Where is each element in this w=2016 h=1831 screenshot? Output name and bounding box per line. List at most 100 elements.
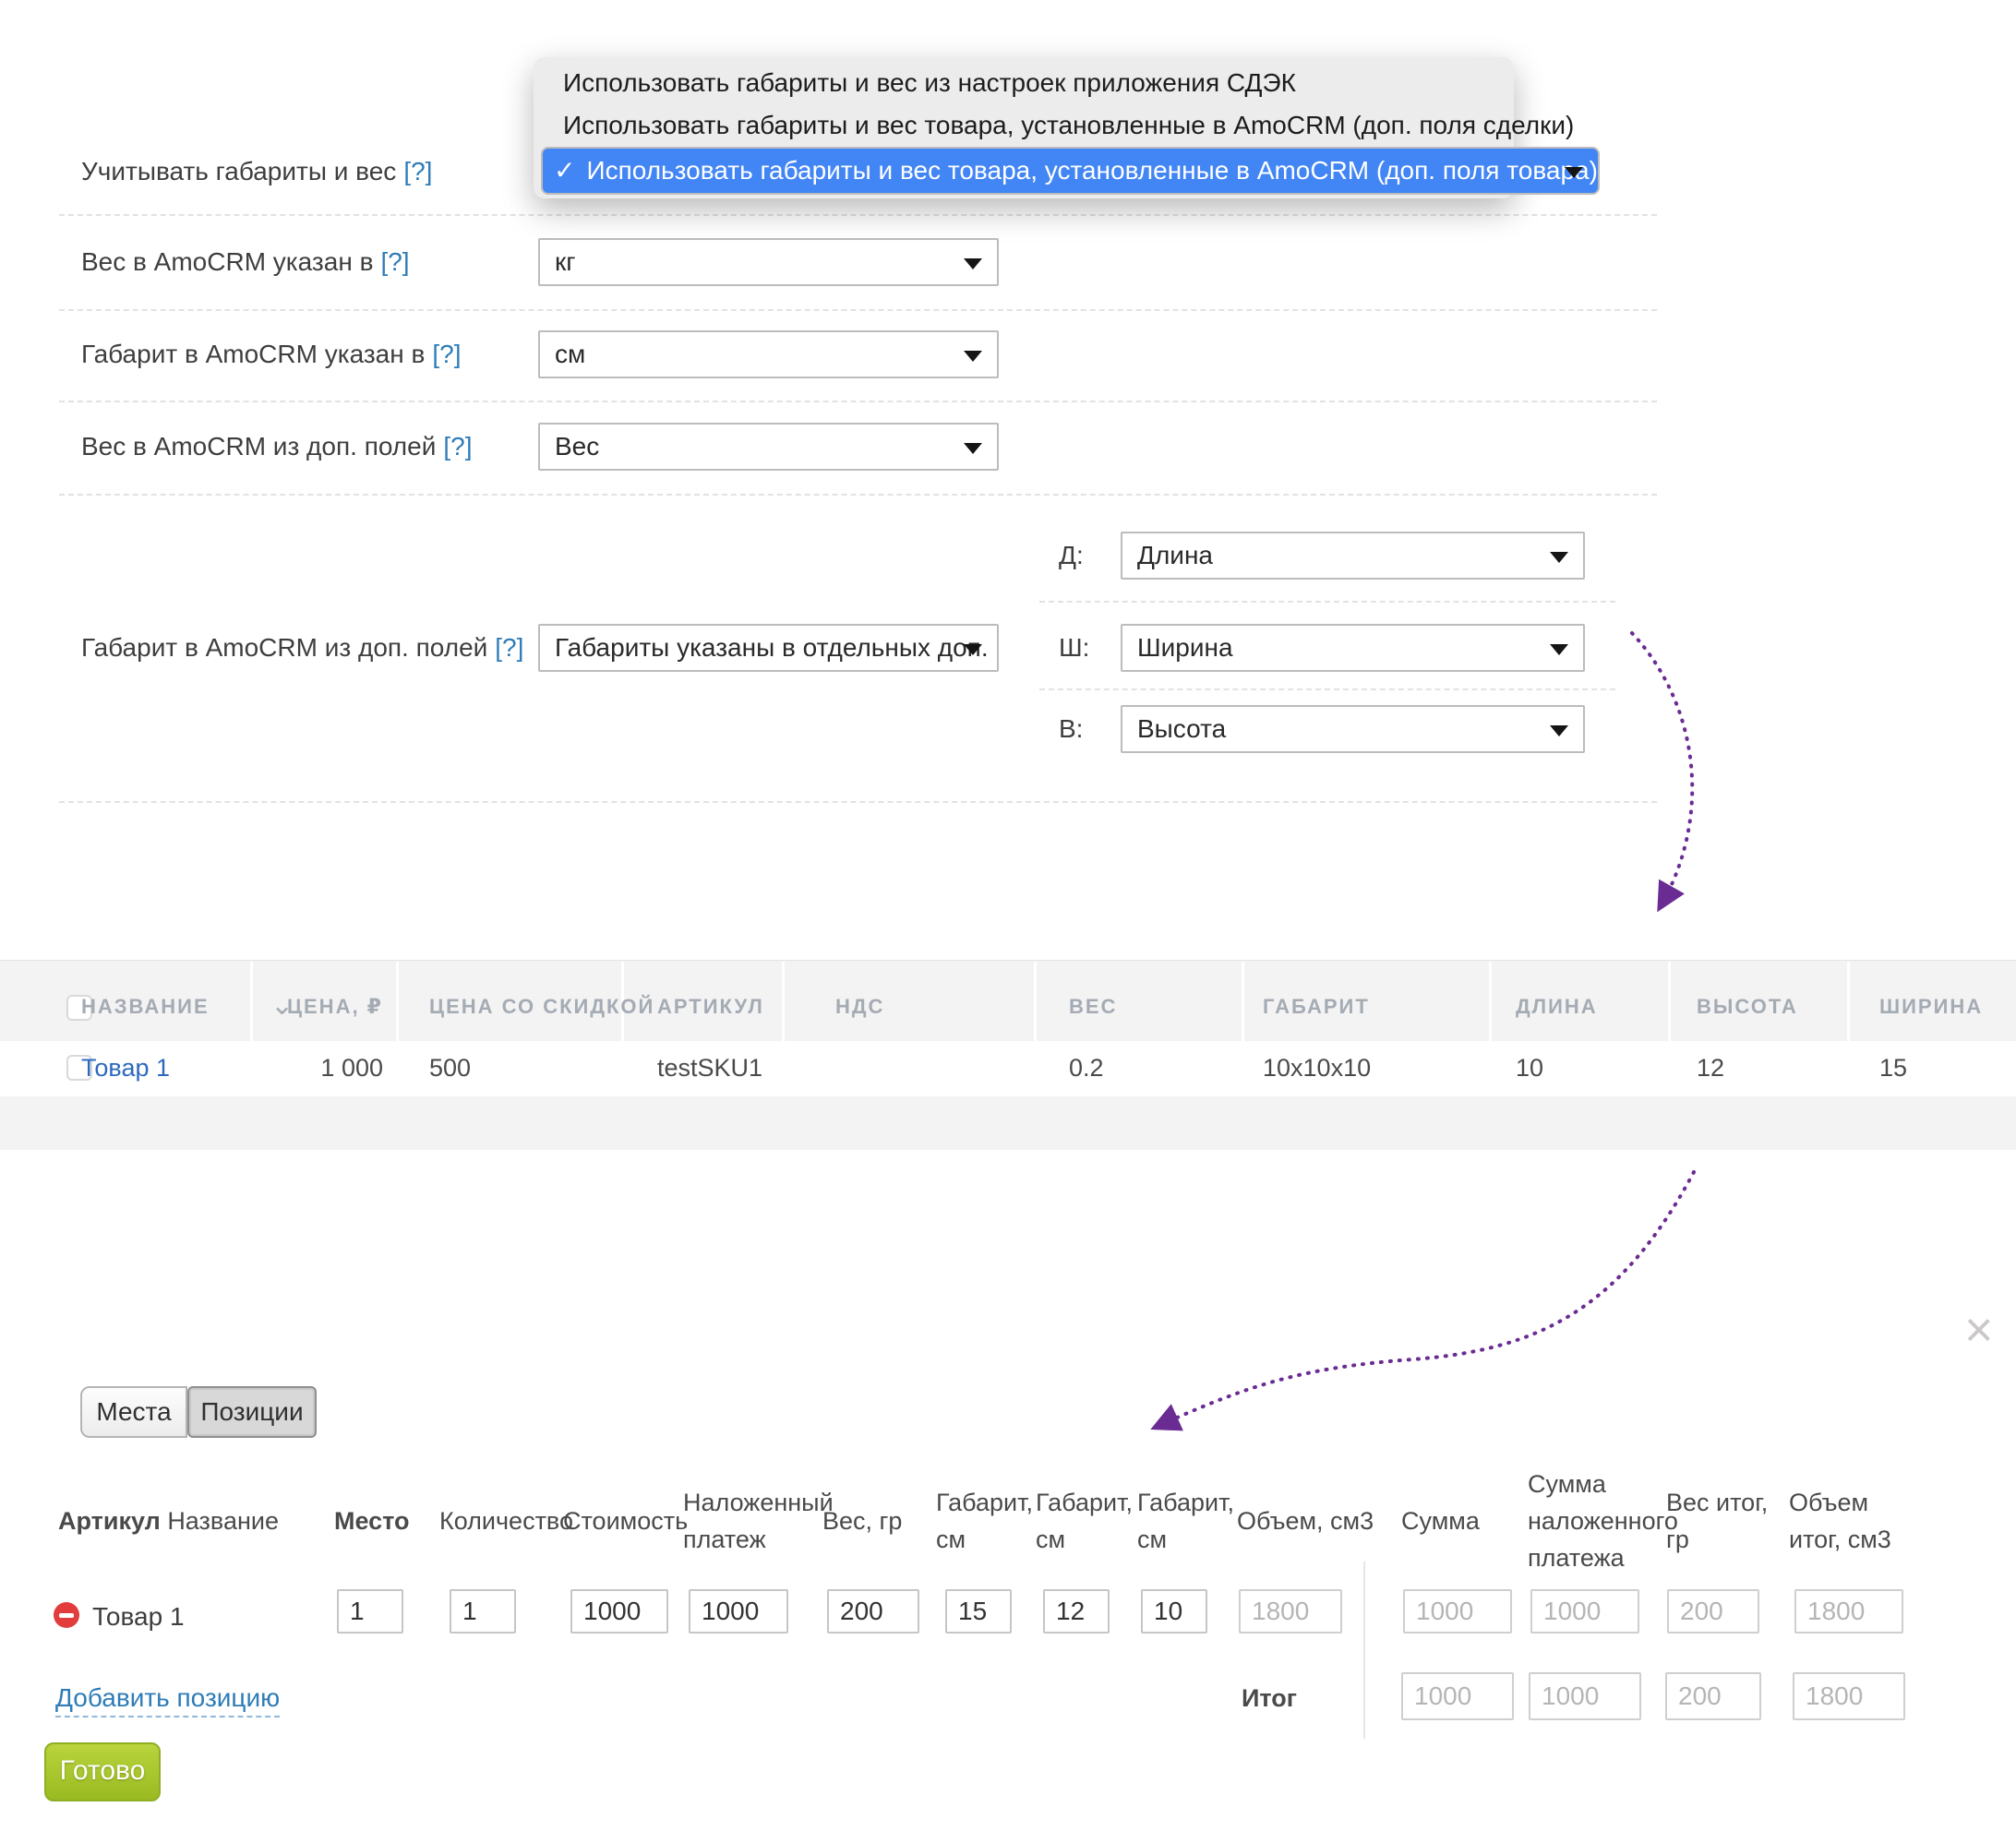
dimension-fields-select[interactable]: Габариты указаны в отдельных доп. полях	[538, 624, 999, 672]
remove-position-icon[interactable]	[54, 1602, 79, 1628]
bcol-volume: Объем, см3	[1237, 1507, 1374, 1535]
col-header-sku[interactable]: АРТИКУЛ	[657, 995, 764, 1018]
label-length-letter: Д:	[1059, 541, 1084, 569]
col-header-name[interactable]: НАЗВАНИЕ	[81, 995, 210, 1018]
sum-output	[1403, 1589, 1512, 1634]
column-divider	[1489, 962, 1492, 1041]
weight-unit-select[interactable]: кг	[538, 238, 999, 286]
cell-discount-price: 500	[429, 1054, 472, 1082]
done-button[interactable]: Готово	[44, 1742, 161, 1801]
total-sum-output	[1401, 1672, 1514, 1720]
bcol-cod: Наложенный платеж	[683, 1489, 834, 1553]
bcol-cod-sum: Сумма наложенного платежа	[1528, 1470, 1678, 1572]
bcol-cost: Стоимость	[563, 1507, 689, 1535]
separator	[1039, 688, 1615, 690]
product-name-link[interactable]: Товар 1	[81, 1054, 170, 1082]
help-link[interactable]: [?]	[495, 633, 524, 662]
label-height-letter: В:	[1059, 714, 1084, 743]
bcol-volume-total: Объем итог, см3	[1789, 1489, 1891, 1553]
help-link[interactable]: [?]	[403, 157, 433, 185]
tab-places[interactable]: Места	[80, 1386, 187, 1438]
cell-height: 12	[1697, 1054, 1725, 1082]
annotation-arrow-curved	[1150, 1170, 1696, 1431]
dim3-input[interactable]	[1141, 1589, 1207, 1634]
bcol-sum: Сумма	[1401, 1507, 1480, 1535]
menu-option-product-fields-selected[interactable]: ✓ Использовать габариты и вес товара, уст…	[541, 147, 1600, 195]
separator	[1039, 601, 1615, 603]
total-cod-sum-output	[1529, 1672, 1641, 1720]
cod-input[interactable]	[689, 1589, 788, 1634]
dim1-input[interactable]	[945, 1589, 1012, 1634]
menu-option-app-settings[interactable]: Использовать габариты и вес из настроек …	[563, 68, 1296, 97]
totals-divider	[1363, 1562, 1365, 1739]
help-link[interactable]: [?]	[443, 432, 473, 461]
width-field-select[interactable]: Ширина	[1121, 624, 1585, 672]
cell-length: 10	[1516, 1054, 1544, 1082]
weight-total-output	[1667, 1589, 1759, 1634]
total-label: Итог	[1242, 1684, 1298, 1712]
dim2-input[interactable]	[1043, 1589, 1110, 1634]
col-header-price[interactable]: ЦЕНА, ₽	[286, 995, 383, 1018]
menu-option-label: Использовать габариты и вес товара, уста…	[586, 156, 1598, 185]
annotation-arrow-down	[1630, 631, 1695, 913]
select-all-checkbox[interactable]	[66, 995, 92, 1021]
label-consider-dimensions: Учитывать габариты и вес [?]	[81, 157, 433, 185]
column-divider	[1668, 962, 1671, 1041]
column-divider	[621, 962, 624, 1041]
cell-dimensions: 10x10x10	[1263, 1054, 1372, 1082]
column-divider	[1847, 962, 1850, 1041]
total-volume-output	[1793, 1672, 1905, 1720]
separator	[59, 309, 1657, 311]
cell-weight: 0.2	[1069, 1054, 1104, 1082]
label-weight-unit: Вес в AmoCRM указан в [?]	[81, 247, 410, 276]
cost-input[interactable]	[570, 1589, 668, 1634]
volume-output	[1239, 1589, 1342, 1634]
dimensions-source-dropdown-menu: Использовать габариты и вес из настроек …	[534, 57, 1600, 198]
bcol-sku-name: Артикул Название	[58, 1507, 279, 1535]
position-name: Товар 1	[92, 1602, 185, 1631]
cell-price: 1 000	[320, 1054, 383, 1082]
help-link[interactable]: [?]	[380, 247, 410, 276]
height-field-select[interactable]: Высота	[1121, 705, 1585, 753]
bcol-dim3: Габарит, см	[1137, 1489, 1234, 1553]
weight-field-select[interactable]: Вес	[538, 423, 999, 471]
col-header-weight[interactable]: ВЕС	[1069, 995, 1118, 1018]
close-icon[interactable]: ×	[1964, 1302, 1994, 1358]
dimension-unit-select[interactable]: см	[538, 330, 999, 378]
menu-option-lead-fields[interactable]: Использовать габариты и вес товара, уста…	[563, 111, 1575, 139]
bcol-weight: Вес, гр	[822, 1507, 903, 1535]
col-header-vat[interactable]: НДС	[835, 995, 885, 1018]
cell-sku: testSKU1	[657, 1054, 763, 1082]
sort-chevron-icon[interactable]: ⌄	[270, 990, 294, 1021]
separator	[59, 801, 1657, 803]
col-header-height[interactable]: ВЫСОТА	[1697, 995, 1798, 1018]
place-input[interactable]	[337, 1589, 403, 1634]
label-width-letter: Ш:	[1059, 633, 1090, 662]
bcol-quantity: Количество	[439, 1507, 573, 1535]
column-divider	[1242, 962, 1244, 1041]
tab-positions[interactable]: Позиции	[187, 1386, 317, 1438]
label-dimension-unit: Габарит в AmoCRM указан в [?]	[81, 340, 462, 368]
product-row	[0, 1041, 2016, 1096]
col-header-width[interactable]: ШИРИНА	[1879, 995, 1984, 1018]
column-divider	[396, 962, 399, 1041]
col-header-discount-price[interactable]: ЦЕНА СО СКИДКОЙ	[429, 995, 655, 1018]
add-position-link[interactable]: Добавить позицию	[55, 1683, 281, 1717]
total-weight-output	[1665, 1672, 1761, 1720]
volume-total-output	[1794, 1589, 1903, 1634]
col-header-length[interactable]: ДЛИНА	[1516, 995, 1598, 1018]
separator	[59, 214, 1657, 216]
row-checkbox[interactable]	[66, 1055, 92, 1081]
bcol-dim1: Габарит, см	[936, 1489, 1033, 1553]
bcol-weight-total: Вес итог, гр	[1666, 1489, 1769, 1553]
length-field-select[interactable]: Длина	[1121, 532, 1585, 580]
weight-input[interactable]	[827, 1589, 919, 1634]
column-divider	[782, 962, 785, 1041]
quantity-input[interactable]	[450, 1589, 516, 1634]
cell-width: 15	[1879, 1054, 1908, 1082]
cod-sum-output	[1530, 1589, 1639, 1634]
column-divider	[250, 962, 253, 1041]
label-weight-field: Вес в AmoCRM из доп. полей [?]	[81, 432, 473, 461]
help-link[interactable]: [?]	[432, 340, 462, 368]
col-header-dimensions[interactable]: ГАБАРИТ	[1263, 995, 1370, 1018]
